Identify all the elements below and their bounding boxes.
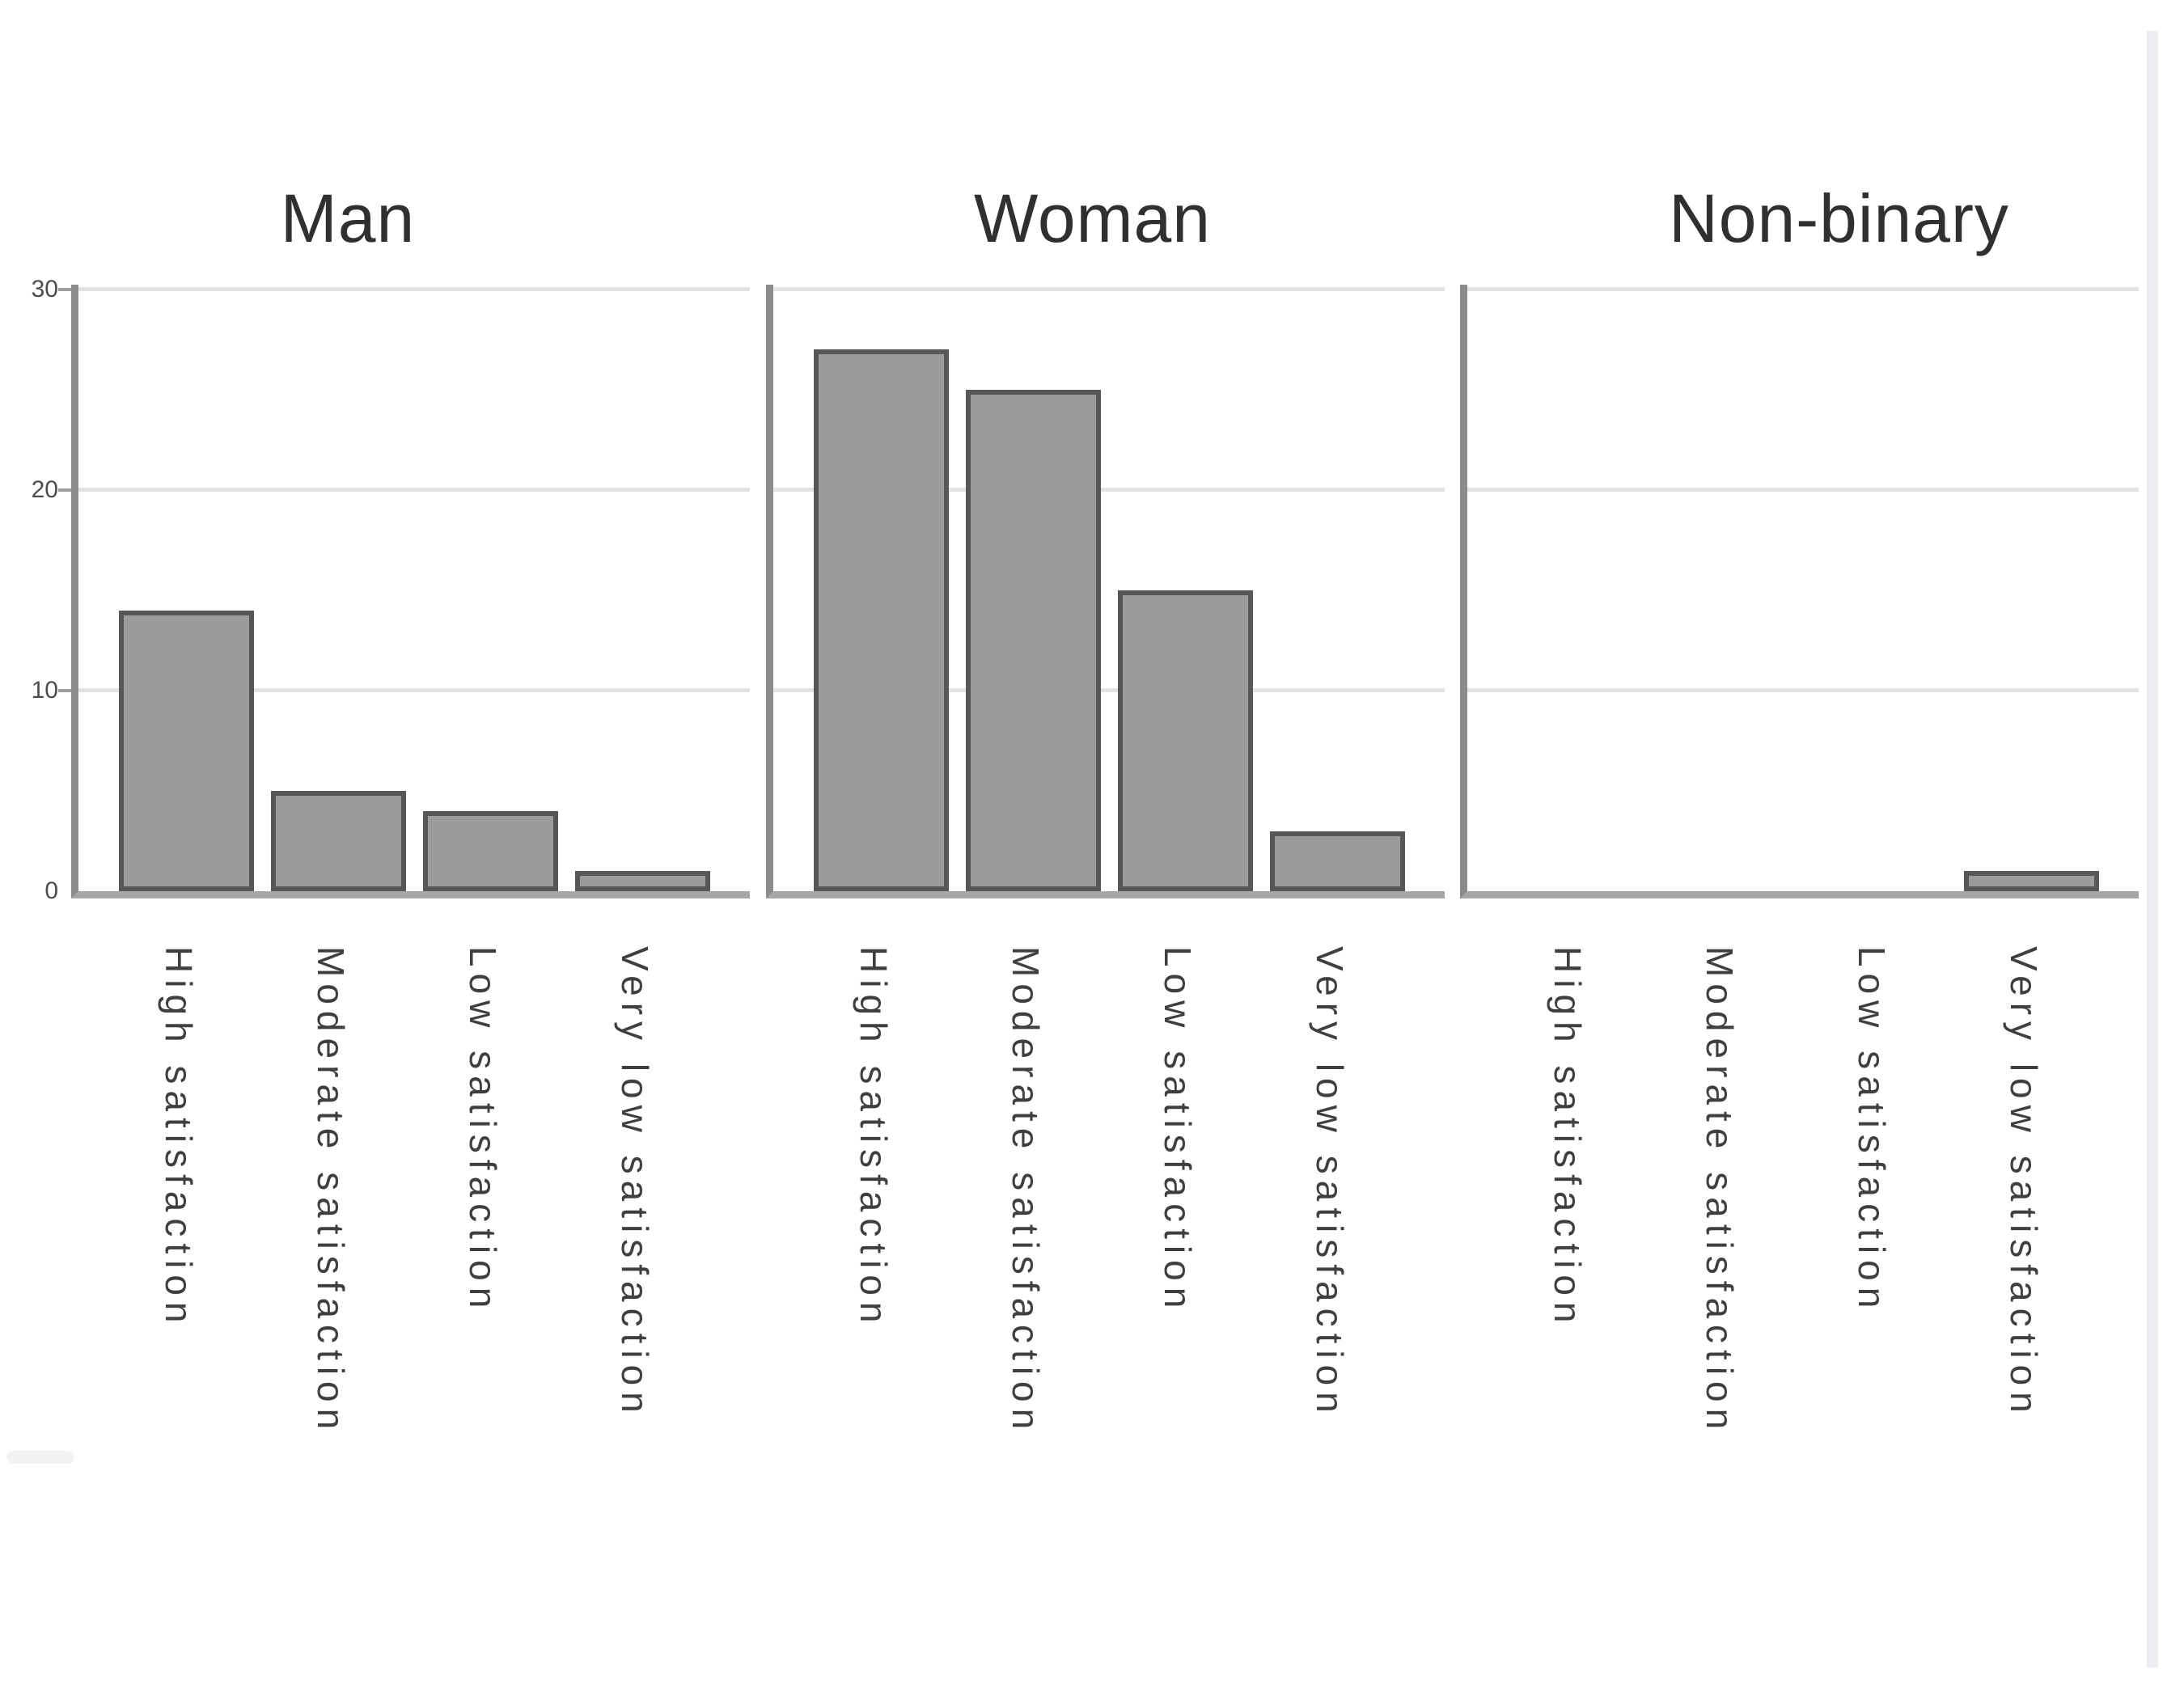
y-tick-label-30: 30 — [31, 276, 58, 302]
x-axis-label: Low satisfaction — [462, 946, 504, 1315]
bar-man-3 — [575, 871, 710, 891]
bar-man-1 — [271, 791, 406, 891]
gridline-30 — [773, 287, 1445, 291]
bottom-left-artifact — [6, 1451, 74, 1464]
x-axis-label: Very low satisfaction — [2003, 946, 2045, 1419]
bar-woman-1 — [966, 390, 1101, 891]
bar-woman-3 — [1270, 831, 1405, 891]
gridline-30 — [78, 287, 750, 291]
gridline-10 — [773, 688, 1445, 692]
x-axis-label: Moderate satisfaction — [1005, 946, 1047, 1436]
gridline-10 — [78, 688, 750, 692]
gridline-20 — [1467, 488, 2139, 492]
x-axis-label: Low satisfaction — [1157, 946, 1199, 1315]
gridline-20 — [78, 488, 750, 492]
x-axis-label: Moderate satisfaction — [1699, 946, 1741, 1436]
facet-panel-non-binary — [1460, 285, 2139, 898]
y-tick-mark-20 — [58, 488, 71, 492]
facet-panel-woman — [766, 285, 1445, 898]
facet-title-man: Man — [280, 180, 416, 256]
x-axis-label: High satisfaction — [158, 946, 200, 1330]
x-axis-label: Very low satisfaction — [1309, 946, 1351, 1419]
bar-non-binary-3 — [1964, 871, 2099, 891]
facet-title-non-binary: Non-binary — [1669, 180, 2009, 256]
y-tick-label-10: 10 — [31, 677, 58, 704]
x-axis-label: High satisfaction — [853, 946, 895, 1330]
x-axis-label: Low satisfaction — [1851, 946, 1893, 1315]
gridline-20 — [773, 488, 1445, 492]
facet-panel-man — [71, 285, 750, 898]
y-tick-label-20: 20 — [31, 476, 58, 503]
y-tick-mark-10 — [58, 689, 71, 692]
facet-title-woman: Woman — [974, 180, 1211, 256]
gridline-30 — [1467, 287, 2139, 291]
x-axis-label: High satisfaction — [1547, 946, 1589, 1330]
x-axis-label: Moderate satisfaction — [310, 946, 352, 1436]
scrollbar-track[interactable] — [2147, 31, 2158, 1668]
y-tick-label-0: 0 — [44, 877, 58, 904]
bar-man-2 — [423, 811, 558, 891]
x-axis-label: Very low satisfaction — [614, 946, 656, 1419]
bar-man-0 — [119, 611, 254, 891]
y-tick-mark-30 — [58, 288, 71, 291]
bar-woman-0 — [814, 349, 949, 891]
bar-woman-2 — [1118, 590, 1253, 891]
gridline-10 — [1467, 688, 2139, 692]
